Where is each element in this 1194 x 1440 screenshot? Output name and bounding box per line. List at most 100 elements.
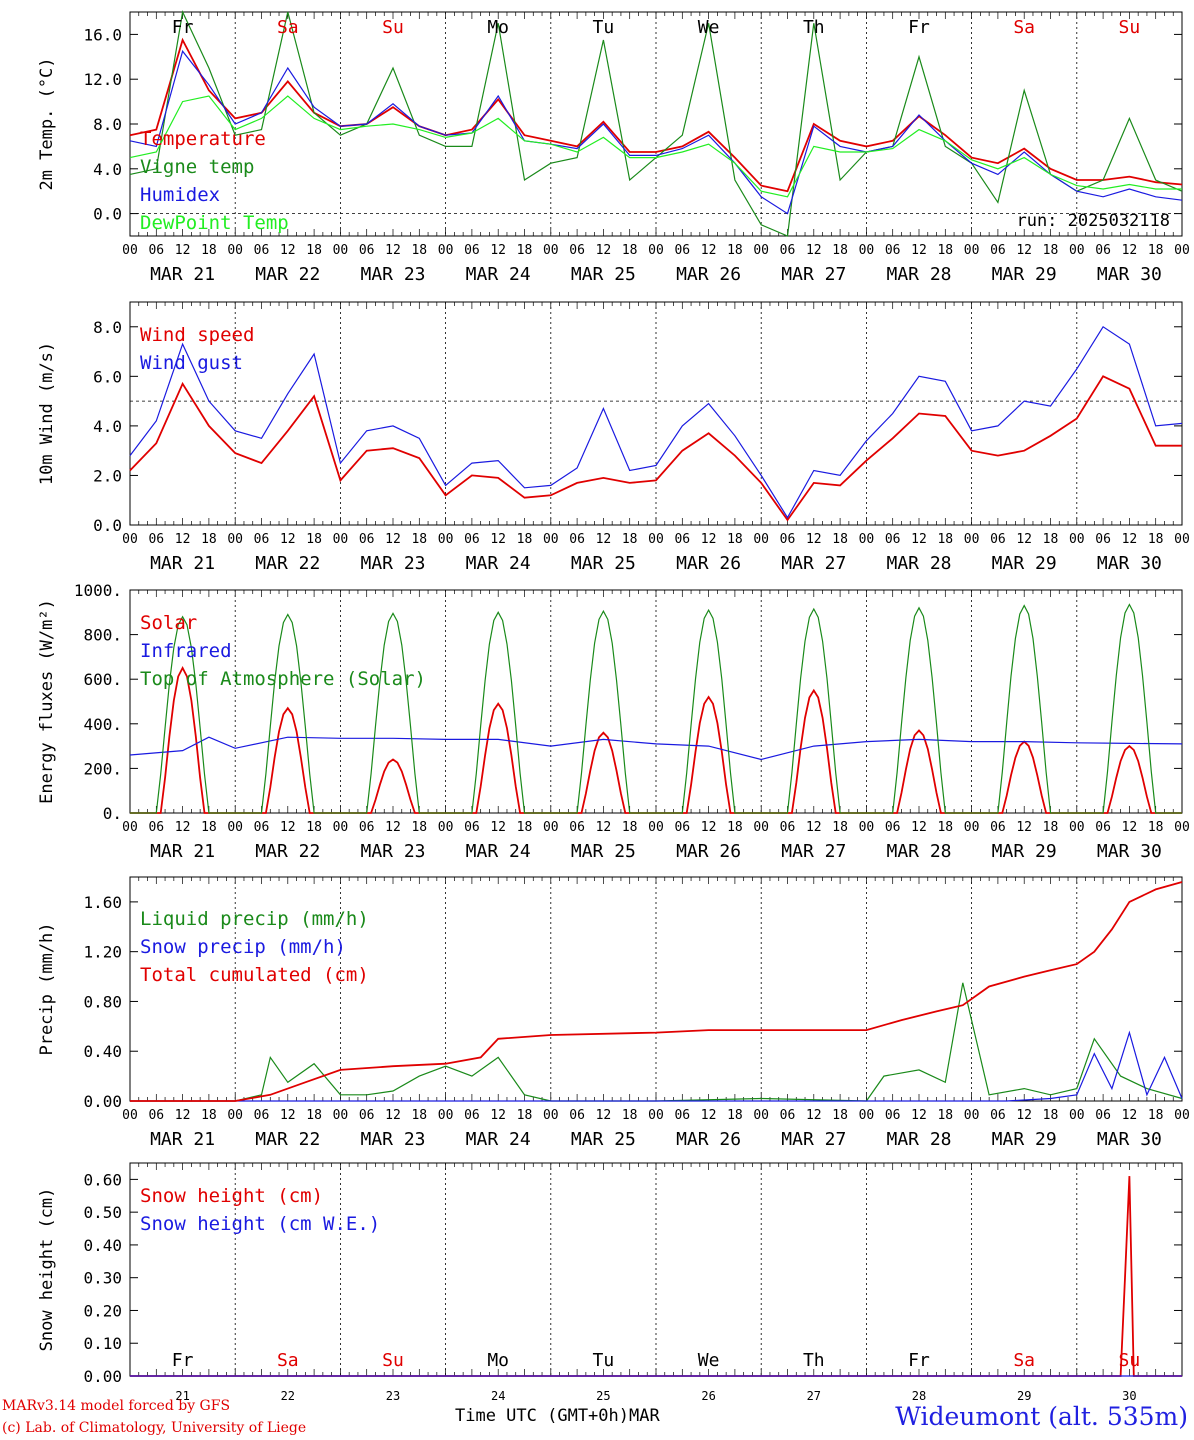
x-hour-label: 00 (122, 820, 138, 835)
x-hour-label: 00 (1174, 532, 1190, 547)
x-hour-label: 12 (911, 1108, 927, 1123)
x-hour-label: 18 (622, 243, 638, 258)
day-name: Tu (593, 1350, 615, 1371)
y-axis-label: 10m Wind (m/s) (37, 342, 57, 485)
x-hour-label: 06 (885, 532, 901, 547)
series-line-wind-gust (129, 325, 1183, 519)
x-hour-label: 00 (859, 1108, 875, 1123)
y-tick-label: 12.0 (83, 70, 122, 89)
x-hour-label: 18 (411, 243, 427, 258)
y-tick-label: 4.0 (93, 417, 122, 436)
x-hour-label: 18 (727, 243, 743, 258)
day-number: 30 (1122, 1389, 1136, 1403)
x-hour-label: 18 (1043, 532, 1059, 547)
x-hour-label: 12 (701, 1108, 717, 1123)
x-date-label: MAR 26 (676, 553, 741, 574)
day-name: Tu (593, 17, 615, 38)
x-hour-label: 00 (859, 820, 875, 835)
x-hour-label: 06 (254, 1108, 270, 1123)
x-hour-label: 06 (674, 820, 690, 835)
legend-entry: Snow height (cm) (140, 1185, 323, 1207)
x-hour-label: 18 (1148, 532, 1164, 547)
day-name: Mo (487, 1350, 509, 1371)
x-hour-label: 18 (306, 820, 322, 835)
x-hour-label: 00 (648, 243, 664, 258)
day-number: 23 (386, 1389, 400, 1403)
x-hour-label: 00 (1174, 1108, 1190, 1123)
x-hour-label: 06 (1095, 532, 1111, 547)
day-number: 24 (491, 1389, 505, 1403)
x-hour-label: 06 (359, 1108, 375, 1123)
x-hour-label: 18 (201, 1108, 217, 1123)
x-hour-label: 12 (1016, 1108, 1032, 1123)
x-hour-label: 12 (596, 243, 612, 258)
legend-entry: Temperature (140, 128, 266, 150)
y-tick-label: 0.10 (83, 1334, 122, 1353)
x-date-label: MAR 24 (466, 841, 531, 862)
series-line-humidex (129, 49, 1183, 215)
x-hour-label: 00 (333, 1108, 349, 1123)
x-hour-label: 06 (674, 243, 690, 258)
x-date-label: MAR 23 (360, 841, 425, 862)
x-date-label: MAR 22 (255, 553, 320, 574)
x-date-label: MAR 23 (360, 553, 425, 574)
day-name: Fr (908, 1350, 930, 1371)
x-hour-label: 18 (832, 1108, 848, 1123)
legend-entry: Wind gust (140, 352, 243, 374)
x-hour-label: 12 (701, 532, 717, 547)
x-hour-label: 18 (622, 1108, 638, 1123)
y-tick-label: 600. (83, 670, 122, 689)
x-hour-label: 00 (543, 532, 559, 547)
x-hour-label: 00 (333, 532, 349, 547)
y-tick-label: 0.0 (93, 205, 122, 224)
x-hour-label: 00 (859, 532, 875, 547)
x-hour-label: 06 (780, 820, 796, 835)
x-hour-label: 12 (806, 532, 822, 547)
day-number: 26 (701, 1389, 715, 1403)
y-tick-label: 4.0 (93, 160, 122, 179)
x-date-label: MAR 21 (150, 264, 215, 285)
x-hour-label: 00 (122, 532, 138, 547)
x-hour-label: 12 (596, 532, 612, 547)
y-tick-label: 800. (83, 626, 122, 645)
y-axis-label: Energy fluxes (W/m²) (37, 599, 57, 804)
day-number: 21 (175, 1389, 189, 1403)
x-hour-label: 00 (227, 532, 243, 547)
x-hour-label: 12 (490, 1108, 506, 1123)
legend-entry: Vigne temp (140, 156, 254, 178)
x-date-label: MAR 27 (781, 264, 846, 285)
x-hour-label: 18 (727, 532, 743, 547)
x-hour-label: 12 (280, 532, 296, 547)
x-hour-label: 00 (122, 1108, 138, 1123)
x-hour-label: 12 (1016, 532, 1032, 547)
x-date-label: MAR 21 (150, 553, 215, 574)
x-hour-label: 06 (569, 1108, 585, 1123)
x-hour-label: 12 (806, 1108, 822, 1123)
x-hour-label: 06 (1095, 1108, 1111, 1123)
x-date-label: MAR 25 (571, 553, 636, 574)
day-name: Su (1119, 1350, 1141, 1371)
day-name: We (698, 1350, 720, 1371)
x-date-label: MAR 25 (571, 841, 636, 862)
legend-entry: Wind speed (140, 324, 254, 346)
y-tick-label: 0.60 (83, 1170, 122, 1189)
x-hour-label: 06 (780, 532, 796, 547)
series-line-dewpoint-temp (129, 95, 1182, 198)
legend-entry: Solar (140, 612, 197, 634)
x-hour-label: 12 (175, 1108, 191, 1123)
x-hour-label: 12 (490, 820, 506, 835)
day-name: Sa (277, 17, 299, 38)
x-hour-label: 06 (464, 532, 480, 547)
legend-entry: Humidex (140, 184, 220, 206)
x-hour-label: 00 (648, 532, 664, 547)
x-date-label: MAR 27 (781, 553, 846, 574)
x-hour-label: 18 (306, 532, 322, 547)
x-date-label: MAR 26 (676, 264, 741, 285)
x-hour-label: 00 (964, 820, 980, 835)
x-date-label: MAR 23 (360, 264, 425, 285)
x-hour-label: 12 (596, 820, 612, 835)
x-hour-label: 12 (596, 1108, 612, 1123)
x-hour-label: 06 (885, 1108, 901, 1123)
x-date-label: MAR 30 (1097, 1129, 1162, 1150)
x-hour-label: 12 (385, 820, 401, 835)
